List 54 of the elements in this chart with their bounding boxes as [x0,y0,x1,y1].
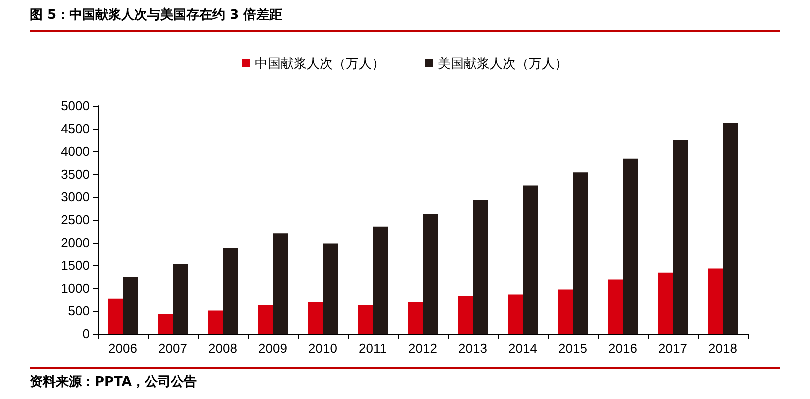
x-tick-label: 2017 [658,341,688,356]
bar [108,298,123,334]
x-tick-label: 2015 [558,341,588,356]
y-tick-label: 2000 [61,235,90,250]
bar [358,305,373,334]
bar [223,248,238,334]
bar [408,302,423,334]
bar [723,123,738,334]
y-tick-label: 1500 [61,258,90,274]
y-tick-label: 5000 [61,98,90,114]
chart-title: 图 5：中国献浆人次与美国存在约 3 倍差距 [30,6,283,24]
bar [473,200,488,334]
x-tick-label: 2010 [308,341,338,356]
bar [708,268,723,334]
y-tick-label: 4500 [61,121,90,136]
bar [658,272,673,334]
text: 资料来源：PPTA，公司公告 [30,374,197,391]
legend-label: 中国献浆人次（万人） [255,56,385,71]
bar [623,158,638,334]
bar [158,314,173,334]
y-tick-label: 500 [68,304,90,319]
bar [323,244,338,334]
bar [608,280,623,334]
bar [673,140,688,334]
y-tick-label: 4000 [61,144,90,160]
x-tick-label: 2014 [508,341,538,356]
x-tick-label: 2009 [258,341,288,356]
bar [173,264,188,334]
legend-label: 美国献浆人次（万人） [438,56,568,71]
bar [508,294,523,334]
bar [208,310,223,334]
bar [373,226,388,334]
bar [523,186,538,334]
x-tick-label: 2018 [708,341,738,356]
x-tick-label: 2016 [608,341,638,356]
y-tick-label: 2500 [61,212,90,228]
bar [423,214,438,334]
bar [308,302,323,334]
x-tick-label: 2008 [208,341,238,356]
x-tick-label: 2013 [458,341,488,356]
y-tick-label: 0 [82,326,90,342]
x-tick-label: 2011 [359,341,387,356]
bar [573,172,588,334]
bar [273,234,288,334]
y-tick-label: 3500 [61,166,90,182]
bar [123,277,138,334]
x-tick-label: 2007 [158,341,188,356]
bar [558,290,573,334]
bar [458,296,473,334]
y-tick-label: 1000 [61,280,90,296]
x-tick-label: 2006 [108,341,138,356]
y-tick-label: 3000 [61,190,90,205]
bar [258,305,273,334]
x-tick-label: 2012 [408,341,438,356]
